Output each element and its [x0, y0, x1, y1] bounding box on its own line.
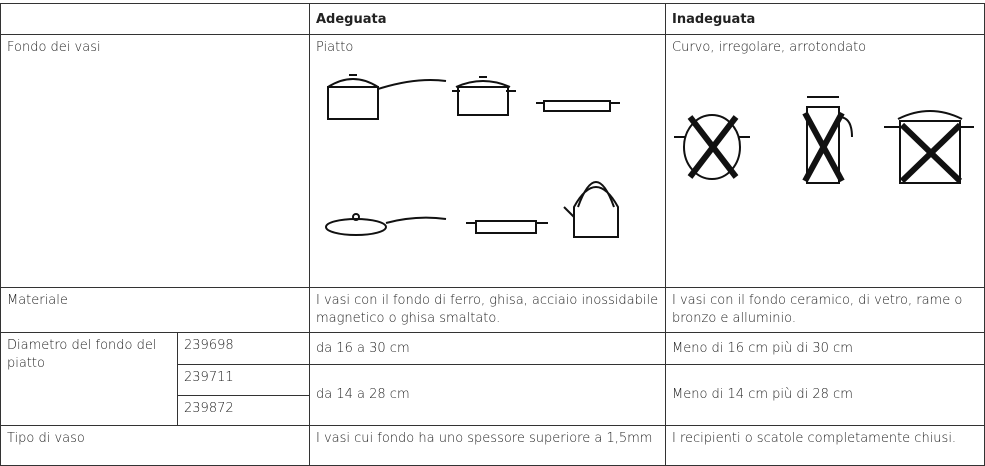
cell: Curvo, irregolare, arrotondato — [665, 34, 985, 288]
cell-text: Piatto — [316, 40, 354, 55]
cell: Meno di 16 cm più di 30 cm — [665, 332, 985, 365]
header-blank — [0, 3, 310, 35]
header-cell: Inadeguata — [665, 3, 985, 35]
cell: I vasi con il fondo ceramico, di vetro, … — [665, 287, 985, 333]
row-label: Diametro del fondo del piatto — [0, 332, 178, 426]
cell-text: Curvo, irregolare, arrotondato — [672, 40, 867, 55]
cell: da 16 a 30 cm — [309, 332, 666, 365]
row-label: Fondo dei vasi — [0, 34, 310, 288]
cell: I vasi con il fondo di ferro, ghisa, acc… — [309, 287, 666, 333]
cell: Meno di 14 cm più di 28 cm — [665, 364, 985, 426]
model: 239872 — [177, 395, 310, 426]
row-label: Materiale — [0, 287, 310, 333]
comparison-table: Adeguata Inadeguata Fondo dei vasi Piatt… — [0, 3, 985, 466]
unsuitable-pans — [674, 96, 974, 184]
cell: Piatto — [309, 34, 666, 288]
model: 239711 — [177, 364, 310, 396]
header-cell: Adeguata — [309, 3, 666, 35]
suitable-pans — [325, 74, 620, 238]
model: 239698 — [177, 332, 310, 365]
cell: da 14 a 28 cm — [309, 364, 666, 426]
